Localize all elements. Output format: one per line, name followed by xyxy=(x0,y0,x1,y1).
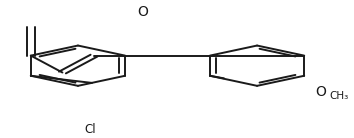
Text: O: O xyxy=(137,5,148,19)
Text: Cl: Cl xyxy=(85,123,96,136)
Text: CH₃: CH₃ xyxy=(329,91,348,101)
Text: O: O xyxy=(315,85,326,99)
